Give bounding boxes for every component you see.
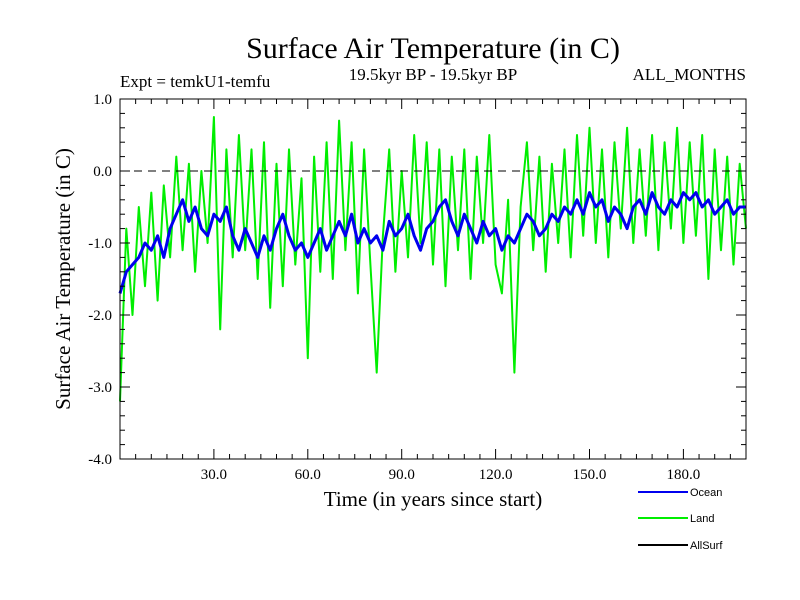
y-axis: 1.0 0.0 -1.0 -2.0 -3.0 -4.0 xyxy=(88,92,746,468)
y-tick-label: -3.0 xyxy=(88,380,112,396)
y-axis-label: Surface Air Temperature (in C) xyxy=(51,148,75,410)
y-tick-label: -2.0 xyxy=(88,308,112,324)
x-axis: 30.0 60.0 90.0 120.0 150.0 180.0 xyxy=(135,99,731,483)
months-label: ALL_MONTHS xyxy=(633,65,746,84)
x-tick-label: 90.0 xyxy=(389,467,415,483)
experiment-label: Expt = temkU1-temfu xyxy=(120,72,271,91)
y-tick-label: -1.0 xyxy=(88,236,112,252)
x-tick-label: 120.0 xyxy=(479,467,513,483)
chart-title: Surface Air Temperature (in C) xyxy=(246,32,620,65)
legend-label: Ocean xyxy=(690,487,722,499)
x-tick-label: 180.0 xyxy=(667,467,701,483)
x-axis-label: Time (in years since start) xyxy=(324,487,543,511)
legend: Ocean Land AllSurf xyxy=(638,487,723,552)
ocean-series xyxy=(118,191,746,294)
legend-label: AllSurf xyxy=(690,540,723,552)
land-series xyxy=(119,116,747,402)
y-tick-label: 1.0 xyxy=(93,92,112,108)
y-tick-label: -4.0 xyxy=(88,452,112,468)
plot-area xyxy=(118,116,747,402)
legend-label: Land xyxy=(690,513,714,525)
period-label: 19.5kyr BP - 19.5kyr BP xyxy=(349,65,517,84)
x-tick-label: 30.0 xyxy=(201,467,227,483)
y-tick-label: 0.0 xyxy=(93,164,112,180)
land-series-line xyxy=(119,116,747,402)
x-tick-label: 150.0 xyxy=(573,467,607,483)
ocean-series-line xyxy=(118,191,746,294)
x-tick-label: 60.0 xyxy=(295,467,321,483)
